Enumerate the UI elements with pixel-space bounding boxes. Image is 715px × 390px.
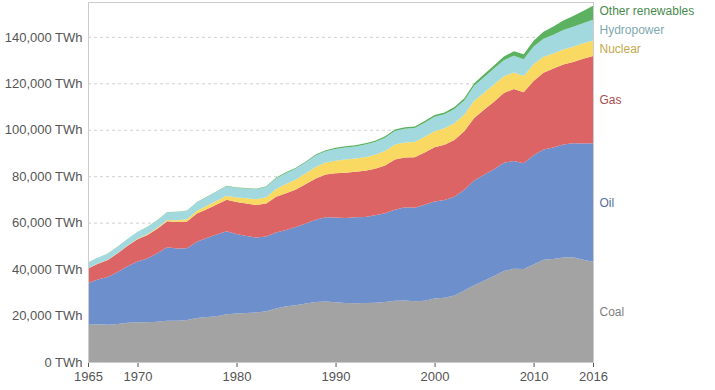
svg-text:Gas: Gas — [600, 93, 622, 107]
svg-text:1980: 1980 — [223, 369, 252, 384]
svg-text:2016: 2016 — [579, 369, 608, 384]
svg-text:140,000 TWh: 140,000 TWh — [5, 29, 83, 44]
svg-text:Nuclear: Nuclear — [600, 42, 641, 56]
svg-text:1970: 1970 — [124, 369, 153, 384]
svg-text:60,000 TWh: 60,000 TWh — [12, 215, 83, 230]
svg-text:Oil: Oil — [600, 196, 615, 210]
svg-text:2000: 2000 — [421, 369, 450, 384]
svg-text:20,000 TWh: 20,000 TWh — [12, 308, 83, 323]
svg-text:Other renewables: Other renewables — [600, 4, 695, 18]
svg-text:120,000 TWh: 120,000 TWh — [5, 76, 83, 91]
svg-text:100,000 TWh: 100,000 TWh — [5, 122, 83, 137]
svg-text:0 TWh: 0 TWh — [44, 355, 82, 370]
svg-text:1965: 1965 — [74, 369, 103, 384]
svg-text:40,000 TWh: 40,000 TWh — [12, 262, 83, 277]
svg-text:2010: 2010 — [520, 369, 549, 384]
svg-text:1990: 1990 — [322, 369, 351, 384]
svg-text:Hydropower: Hydropower — [600, 23, 665, 37]
svg-text:Coal: Coal — [600, 305, 625, 319]
svg-text:80,000 TWh: 80,000 TWh — [12, 169, 83, 184]
